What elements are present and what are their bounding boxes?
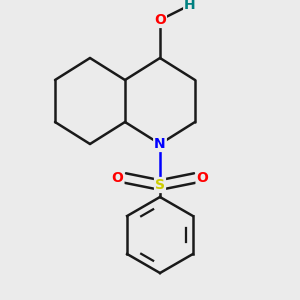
Text: O: O bbox=[196, 171, 208, 185]
Text: N: N bbox=[154, 137, 166, 151]
Text: O: O bbox=[112, 171, 123, 185]
Text: H: H bbox=[184, 0, 196, 12]
Text: S: S bbox=[155, 178, 165, 192]
Text: O: O bbox=[154, 13, 166, 27]
